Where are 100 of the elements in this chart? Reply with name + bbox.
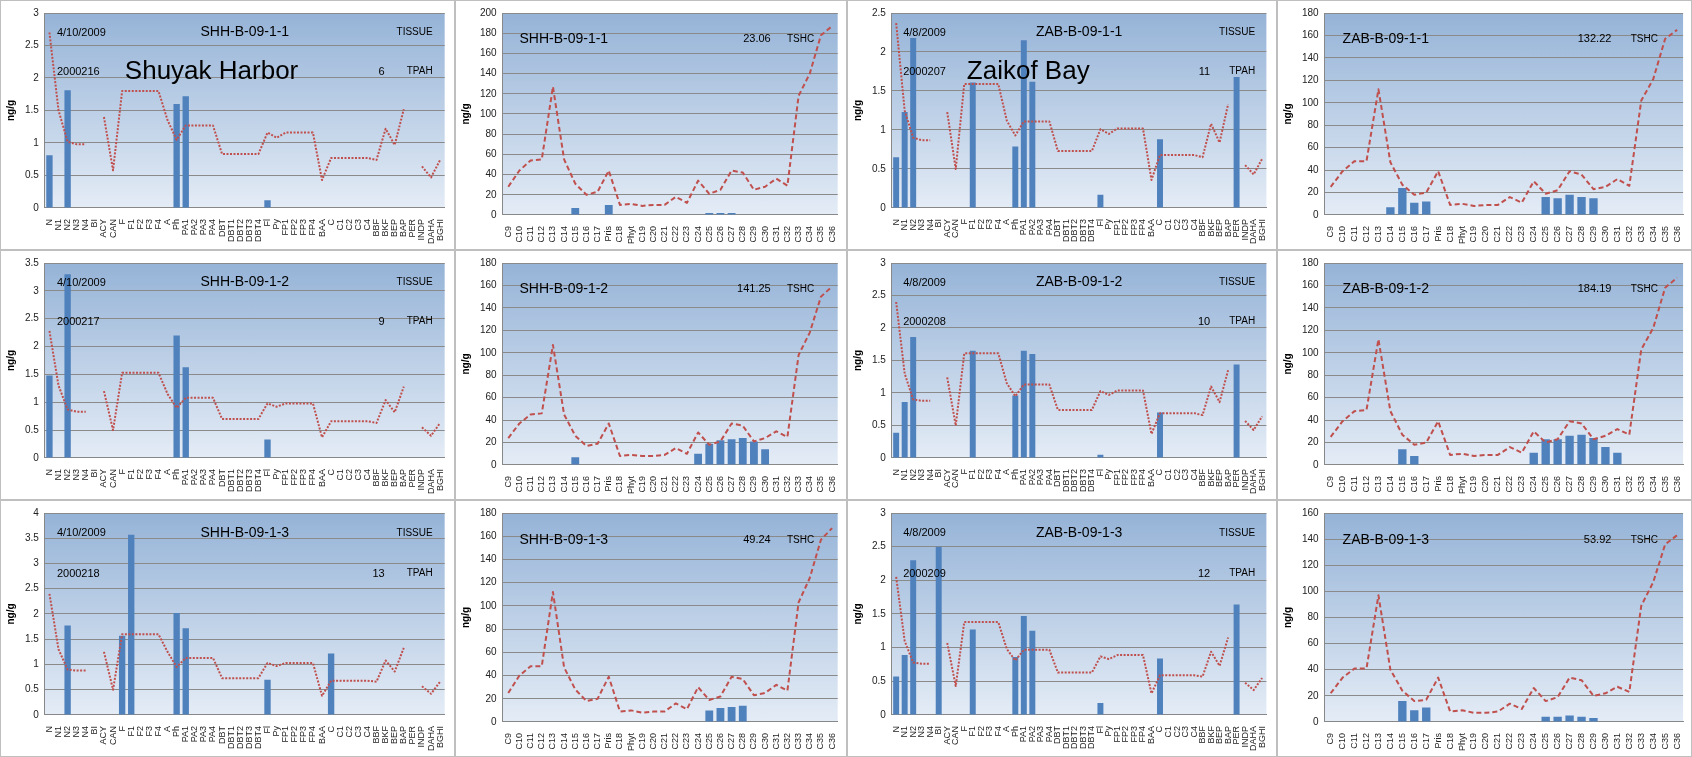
y-tick-label: 20 (485, 188, 498, 200)
x-tick-label: C2 (1171, 469, 1182, 481)
y-tick-label: 100 (480, 599, 498, 611)
y-tick-label: 60 (1307, 391, 1320, 403)
x-tick-label: C28 (737, 225, 748, 243)
x-tick-label: ACY (941, 469, 952, 488)
x-tick-label: C27 (726, 475, 737, 493)
x-tick-label: C1 (334, 219, 345, 231)
x-tick-label: INDP (1239, 726, 1250, 748)
annotation: 4/10/2009 (56, 526, 106, 539)
y-tick-label: 180 (480, 506, 498, 518)
bar (128, 534, 135, 715)
x-tick-label: Pris (603, 732, 614, 749)
x-tick-label: DAHA (1248, 726, 1259, 752)
x-tick-label: F4 (152, 219, 163, 230)
y-tick-label: 20 (485, 436, 498, 448)
x-tick-label: C15 (569, 225, 580, 243)
y-axis-title: ng/g (1281, 606, 1293, 629)
x-tick-label: PA1 (1018, 726, 1029, 743)
bar (264, 439, 271, 458)
x-tick-label: C34 (1647, 225, 1658, 243)
x-tick-label: C30 (1599, 732, 1610, 750)
annotation: TISSUE (396, 526, 433, 538)
x-tick-label: C20 (647, 475, 658, 493)
x-tick-label: FP2 (289, 726, 300, 743)
x-tick-label: BGHI (434, 469, 445, 492)
x-tick-label: Pris (1432, 732, 1443, 749)
x-tick-label: C21 (659, 732, 670, 750)
x-tick-label: CAN (950, 219, 961, 239)
x-tick-label: C1 (1162, 469, 1173, 481)
annotation: TISSUE (396, 26, 433, 38)
x-tick-label: FP3 (298, 469, 309, 486)
x-tick-label: DBT4 (1086, 219, 1097, 243)
x-tick-label: N2 (62, 469, 73, 481)
x-tick-label: C31 (1611, 225, 1622, 243)
x-tick-label: N (890, 469, 901, 476)
x-tick-label: BGHI (1256, 469, 1267, 492)
x-tick-label: BGHI (1256, 726, 1267, 749)
y-tick-label: 1 (880, 386, 887, 398)
x-tick-label: C4 (1188, 219, 1199, 231)
x-tick-label: C16 (1408, 475, 1419, 493)
text: ZAB-B-09-1-2 (1035, 273, 1123, 290)
bar (1601, 447, 1610, 465)
annotation: TPAH (1229, 65, 1256, 77)
x-tick-label: N3 (71, 726, 82, 738)
x-tick-label: C33 (793, 732, 804, 750)
x-tick-label: C30 (759, 225, 770, 243)
x-tick-label: C29 (1587, 732, 1598, 750)
x-tick-label: C22 (1504, 225, 1515, 243)
x-tick-label: C31 (770, 475, 781, 493)
x-tick-label: C17 (1420, 475, 1431, 493)
bar (1386, 207, 1395, 215)
annotation: 141.25 (737, 282, 771, 295)
x-tick-label: BGHI (434, 726, 445, 749)
x-tick-label: PA1 (180, 469, 191, 486)
x-tick-label: FP2 (1120, 219, 1131, 236)
x-tick-label: PER (1231, 218, 1242, 238)
x-tick-label: C4 (1188, 726, 1199, 738)
x-tick-label: C12 (536, 225, 547, 243)
bar (1020, 350, 1027, 458)
y-tick-label: 1 (33, 136, 40, 148)
x-tick-label: C36 (826, 732, 837, 750)
annotation: 2000208 (903, 314, 946, 327)
annotation: 13 (372, 566, 385, 579)
x-tick-label: C10 (1337, 475, 1348, 493)
y-tick-label: 140 (1302, 51, 1320, 63)
y-tick-label: 0.5 (872, 675, 887, 687)
x-tick-label: C23 (681, 732, 692, 750)
x-tick-label: Py (271, 218, 282, 230)
y-tick-label: 3 (33, 6, 40, 18)
x-tick-label: C4 (361, 219, 372, 231)
y-tick-label: 40 (1307, 163, 1320, 175)
x-tick-label: Phyt (1456, 225, 1467, 245)
x-tick-label: F2 (975, 469, 986, 480)
x-tick-label: C13 (547, 225, 558, 243)
x-tick-label: C18 (1444, 225, 1455, 243)
x-tick-label: C23 (681, 475, 692, 493)
x-tick-label: C9 (1325, 732, 1336, 745)
x-tick-label: A (1001, 726, 1012, 733)
x-tick-label: C25 (703, 732, 714, 750)
x-tick-label: Fl (1094, 726, 1105, 734)
x-tick-label: DBT (1052, 725, 1063, 744)
x-tick-label: Ph (171, 219, 182, 231)
x-tick-label: DBT1 (225, 726, 236, 750)
bar (969, 350, 976, 458)
x-tick-label: N4 (80, 726, 91, 738)
x-tick-label: F (958, 468, 969, 475)
x-tick-label: C16 (580, 475, 591, 493)
x-tick-label: C31 (770, 225, 781, 243)
annotation: TPAH (1229, 567, 1256, 579)
y-tick-label: 80 (485, 127, 498, 139)
x-tick-label: FP3 (1128, 469, 1139, 486)
x-tick-label: F (958, 218, 969, 225)
y-axis-title: ng/g (4, 349, 16, 372)
x-tick-label: F2 (134, 469, 145, 480)
x-tick-label: DBT1 (1060, 219, 1071, 243)
x-tick-label: C16 (1408, 225, 1419, 243)
x-tick-label: C (325, 468, 336, 476)
x-tick-label: C21 (1492, 225, 1503, 243)
bar (893, 676, 900, 715)
